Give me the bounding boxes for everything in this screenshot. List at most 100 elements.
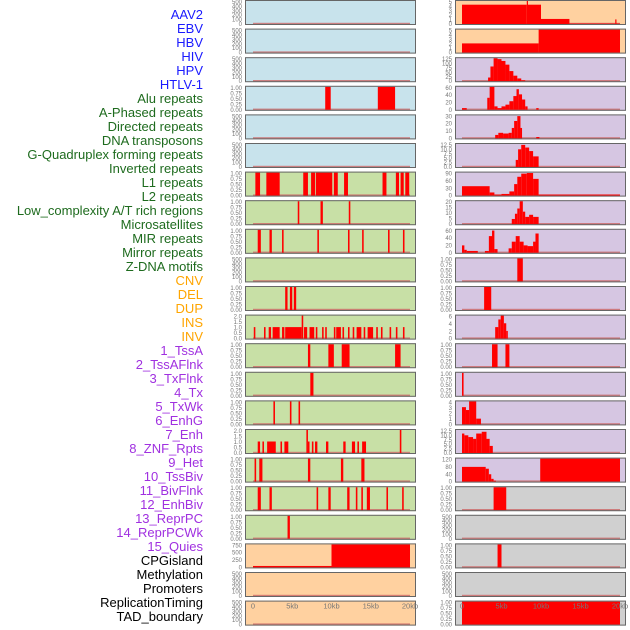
y-tick-label: 1.00 — [230, 458, 242, 464]
data-bar — [488, 474, 492, 482]
panel-background — [245, 200, 416, 226]
data-bar — [497, 544, 502, 568]
y-tick-label: 100 — [232, 75, 243, 81]
panel-border — [245, 286, 416, 311]
y-tick-label: 0.75 — [230, 234, 242, 240]
data-bar — [485, 468, 489, 482]
data-bar — [306, 430, 308, 453]
y-tick-label: 0 — [239, 279, 243, 285]
track-label: CPGisland — [140, 553, 203, 568]
panel-border — [455, 57, 626, 83]
data-bar — [517, 208, 520, 225]
baseline — [462, 337, 620, 339]
y-tick-label: 0.50 — [440, 268, 452, 274]
data-bar — [344, 172, 348, 196]
data-bar — [269, 229, 272, 253]
y-tick-label: 1.0 — [234, 440, 243, 446]
y-tick-label: 1.00 — [230, 86, 242, 92]
baseline — [462, 509, 620, 511]
y-tick-label: 0 — [449, 136, 453, 142]
panel: 0.02.55.07.510.012.5 — [440, 429, 626, 457]
data-bar — [255, 172, 261, 196]
track-label: 11_BivFlnk — [139, 483, 203, 498]
data-bar — [486, 438, 490, 453]
y-tick-label: 5 — [449, 0, 453, 6]
data-bar — [508, 132, 512, 139]
data-bar — [301, 315, 304, 339]
y-tick-label: 200 — [232, 271, 243, 277]
y-tick-label: 300 — [232, 66, 243, 72]
panel-background — [455, 85, 626, 111]
baseline — [462, 108, 620, 111]
baseline — [462, 451, 620, 454]
y-tick-label: 100 — [232, 161, 243, 167]
y-tick-label: 100 — [442, 532, 453, 538]
panel-background — [245, 600, 416, 626]
panel-background — [245, 143, 416, 168]
y-tick-label: 0.50 — [440, 612, 452, 618]
data-bar — [492, 230, 495, 253]
y-tick-label: 0.75 — [230, 292, 242, 298]
data-bar — [376, 327, 378, 339]
data-bar — [356, 327, 362, 339]
y-tick-label: 300 — [232, 152, 243, 158]
panel-border — [245, 543, 416, 569]
baseline — [462, 280, 620, 282]
panel-border — [245, 486, 416, 512]
data-bar — [481, 431, 487, 453]
y-tick-label: 500 — [232, 551, 243, 557]
track-label: 1_TssA — [160, 343, 203, 358]
y-tick-label: 1.0 — [234, 326, 243, 332]
y-tick-label: 300 — [232, 37, 243, 43]
panel: 0.000.250.500.751.00 — [440, 371, 626, 400]
panel-border — [455, 543, 626, 569]
data-bar — [347, 487, 350, 511]
track-label: Methylation — [136, 567, 203, 582]
data-bar — [326, 441, 329, 453]
data-bar — [322, 327, 324, 339]
y-tick-label: 0.50 — [230, 411, 242, 417]
y-tick-label: 0 — [449, 422, 453, 428]
data-bar — [517, 258, 523, 282]
data-bar — [533, 241, 536, 253]
panel-border — [245, 457, 416, 483]
y-tick-label: 0.75 — [230, 520, 242, 526]
data-bar — [462, 601, 620, 625]
data-bar — [501, 193, 510, 196]
data-bar — [522, 99, 526, 110]
panel-background — [245, 400, 416, 426]
y-tick-label: 100 — [232, 275, 243, 281]
panel-border — [455, 200, 626, 226]
y-tick-label: 200 — [232, 614, 243, 620]
data-bar — [263, 327, 266, 339]
y-tick-label: 0 — [449, 51, 453, 57]
panel-border — [455, 429, 626, 454]
y-tick-label: 0.25 — [230, 245, 242, 251]
y-tick-label: 0.75 — [440, 606, 452, 612]
y-tick-label: 2.0 — [234, 429, 243, 435]
y-tick-label: 0.25 — [440, 274, 452, 280]
data-bar — [517, 78, 522, 82]
data-bar — [493, 58, 498, 82]
baseline — [462, 566, 620, 568]
panel-border — [455, 600, 626, 626]
y-tick-label: 0.50 — [440, 497, 452, 503]
y-tick-label: 0.75 — [440, 292, 452, 298]
panel-border — [245, 200, 416, 226]
data-bar — [388, 229, 390, 253]
y-tick-label: 300 — [232, 266, 243, 272]
panel-border — [245, 514, 416, 540]
baseline — [462, 251, 620, 254]
data-bar — [515, 159, 519, 167]
y-tick-label: 0 — [449, 337, 453, 343]
y-tick-label: 500 — [232, 29, 243, 35]
x-tick-label: 5kb — [495, 602, 507, 611]
y-tick-label: 100 — [232, 46, 243, 52]
